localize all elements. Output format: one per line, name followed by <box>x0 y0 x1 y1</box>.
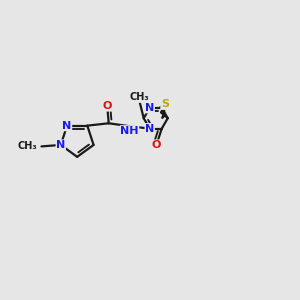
Text: N: N <box>145 103 154 113</box>
Text: O: O <box>103 101 112 111</box>
Text: O: O <box>152 140 161 150</box>
Text: CH₃: CH₃ <box>130 92 149 102</box>
Text: N: N <box>145 124 154 134</box>
Text: CH₃: CH₃ <box>17 141 37 152</box>
Text: N: N <box>62 121 72 131</box>
Text: N: N <box>56 140 65 150</box>
Text: S: S <box>161 99 169 110</box>
Text: NH: NH <box>120 126 139 136</box>
